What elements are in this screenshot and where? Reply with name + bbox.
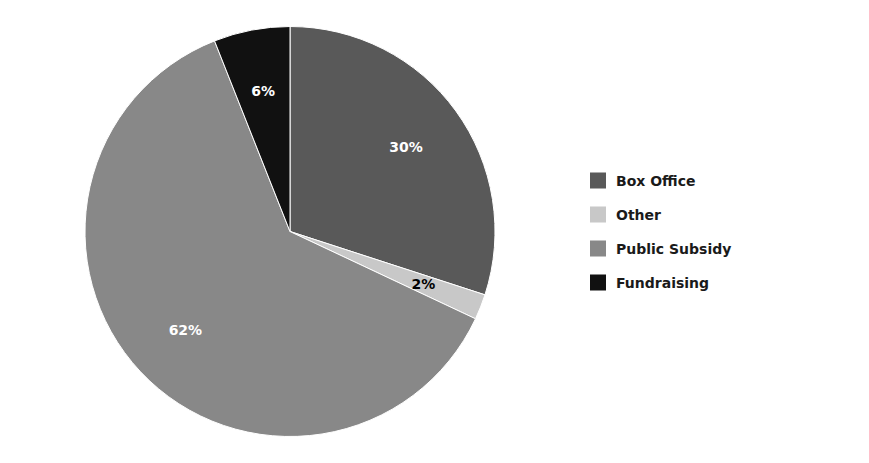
slices xyxy=(85,27,495,437)
data-label: 2% xyxy=(412,276,436,292)
legend-label: Public Subsidy xyxy=(616,241,731,257)
data-label: 6% xyxy=(251,83,275,99)
data-labels: 30% 2% 62% 6% xyxy=(169,83,436,338)
legend-swatch xyxy=(590,173,606,189)
pie-slice xyxy=(215,27,290,232)
legend-swatch xyxy=(590,241,606,257)
legend-label: Other xyxy=(616,207,661,223)
chart: 30% 2% 62% 6% Box Office Other Public Subsidy F… xyxy=(0,0,869,463)
chart-container: 30% 2% 62% 6% Box Office Other Public Subsidy F… xyxy=(0,0,869,463)
legend: Box Office Other Public Subsidy Fundraising xyxy=(590,173,731,291)
data-label: 30% xyxy=(389,139,423,155)
legend-swatch xyxy=(590,275,606,291)
legend-swatch xyxy=(590,207,606,223)
legend-label: Box Office xyxy=(616,173,696,189)
data-label: 62% xyxy=(169,322,203,338)
legend-label: Fundraising xyxy=(616,275,709,291)
